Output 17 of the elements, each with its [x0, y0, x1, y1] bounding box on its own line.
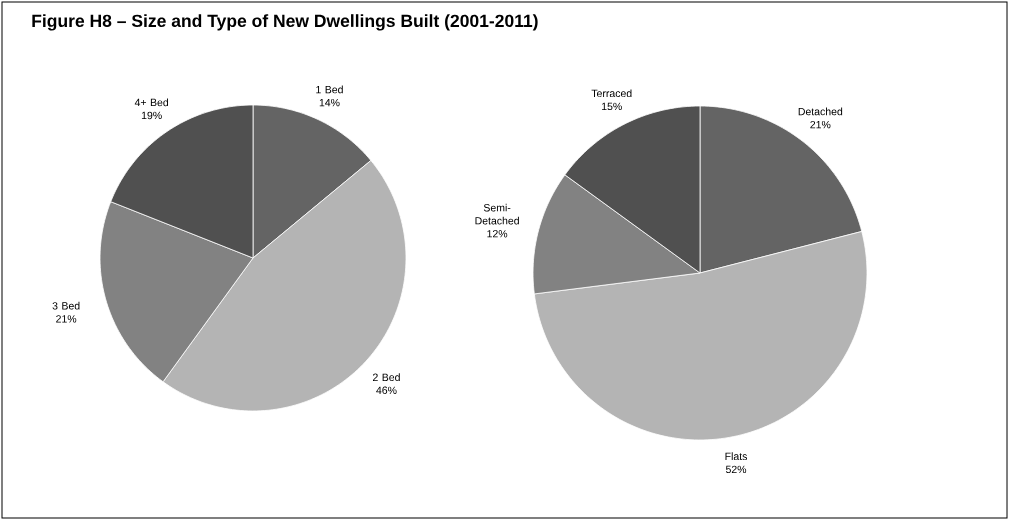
data-label: 46%: [376, 386, 397, 395]
slice-label: 2 Bed: [372, 373, 400, 382]
slice-label: 4+ Bed: [134, 98, 169, 107]
slice-label: 1 Bed: [316, 85, 343, 94]
data-label: 19%: [141, 111, 162, 120]
data-label: 21%: [56, 315, 77, 323]
data-label: 15%: [602, 102, 622, 111]
data-label: 52%: [725, 465, 747, 474]
slice-label: Detached: [798, 107, 843, 116]
data-label: 21%: [810, 120, 831, 129]
data-label: 14%: [319, 98, 340, 107]
slice-label: Terraced: [591, 89, 632, 98]
slice-label: Semi-Detached: [475, 203, 519, 225]
chart-title: Figure H8 – Size and Type of New Dwellings Built (2001-2011): [32, 14, 538, 31]
slice-label: 3 Bed: [52, 301, 80, 310]
slice-label: Flats: [725, 452, 748, 461]
data-label: 12%: [487, 230, 508, 238]
